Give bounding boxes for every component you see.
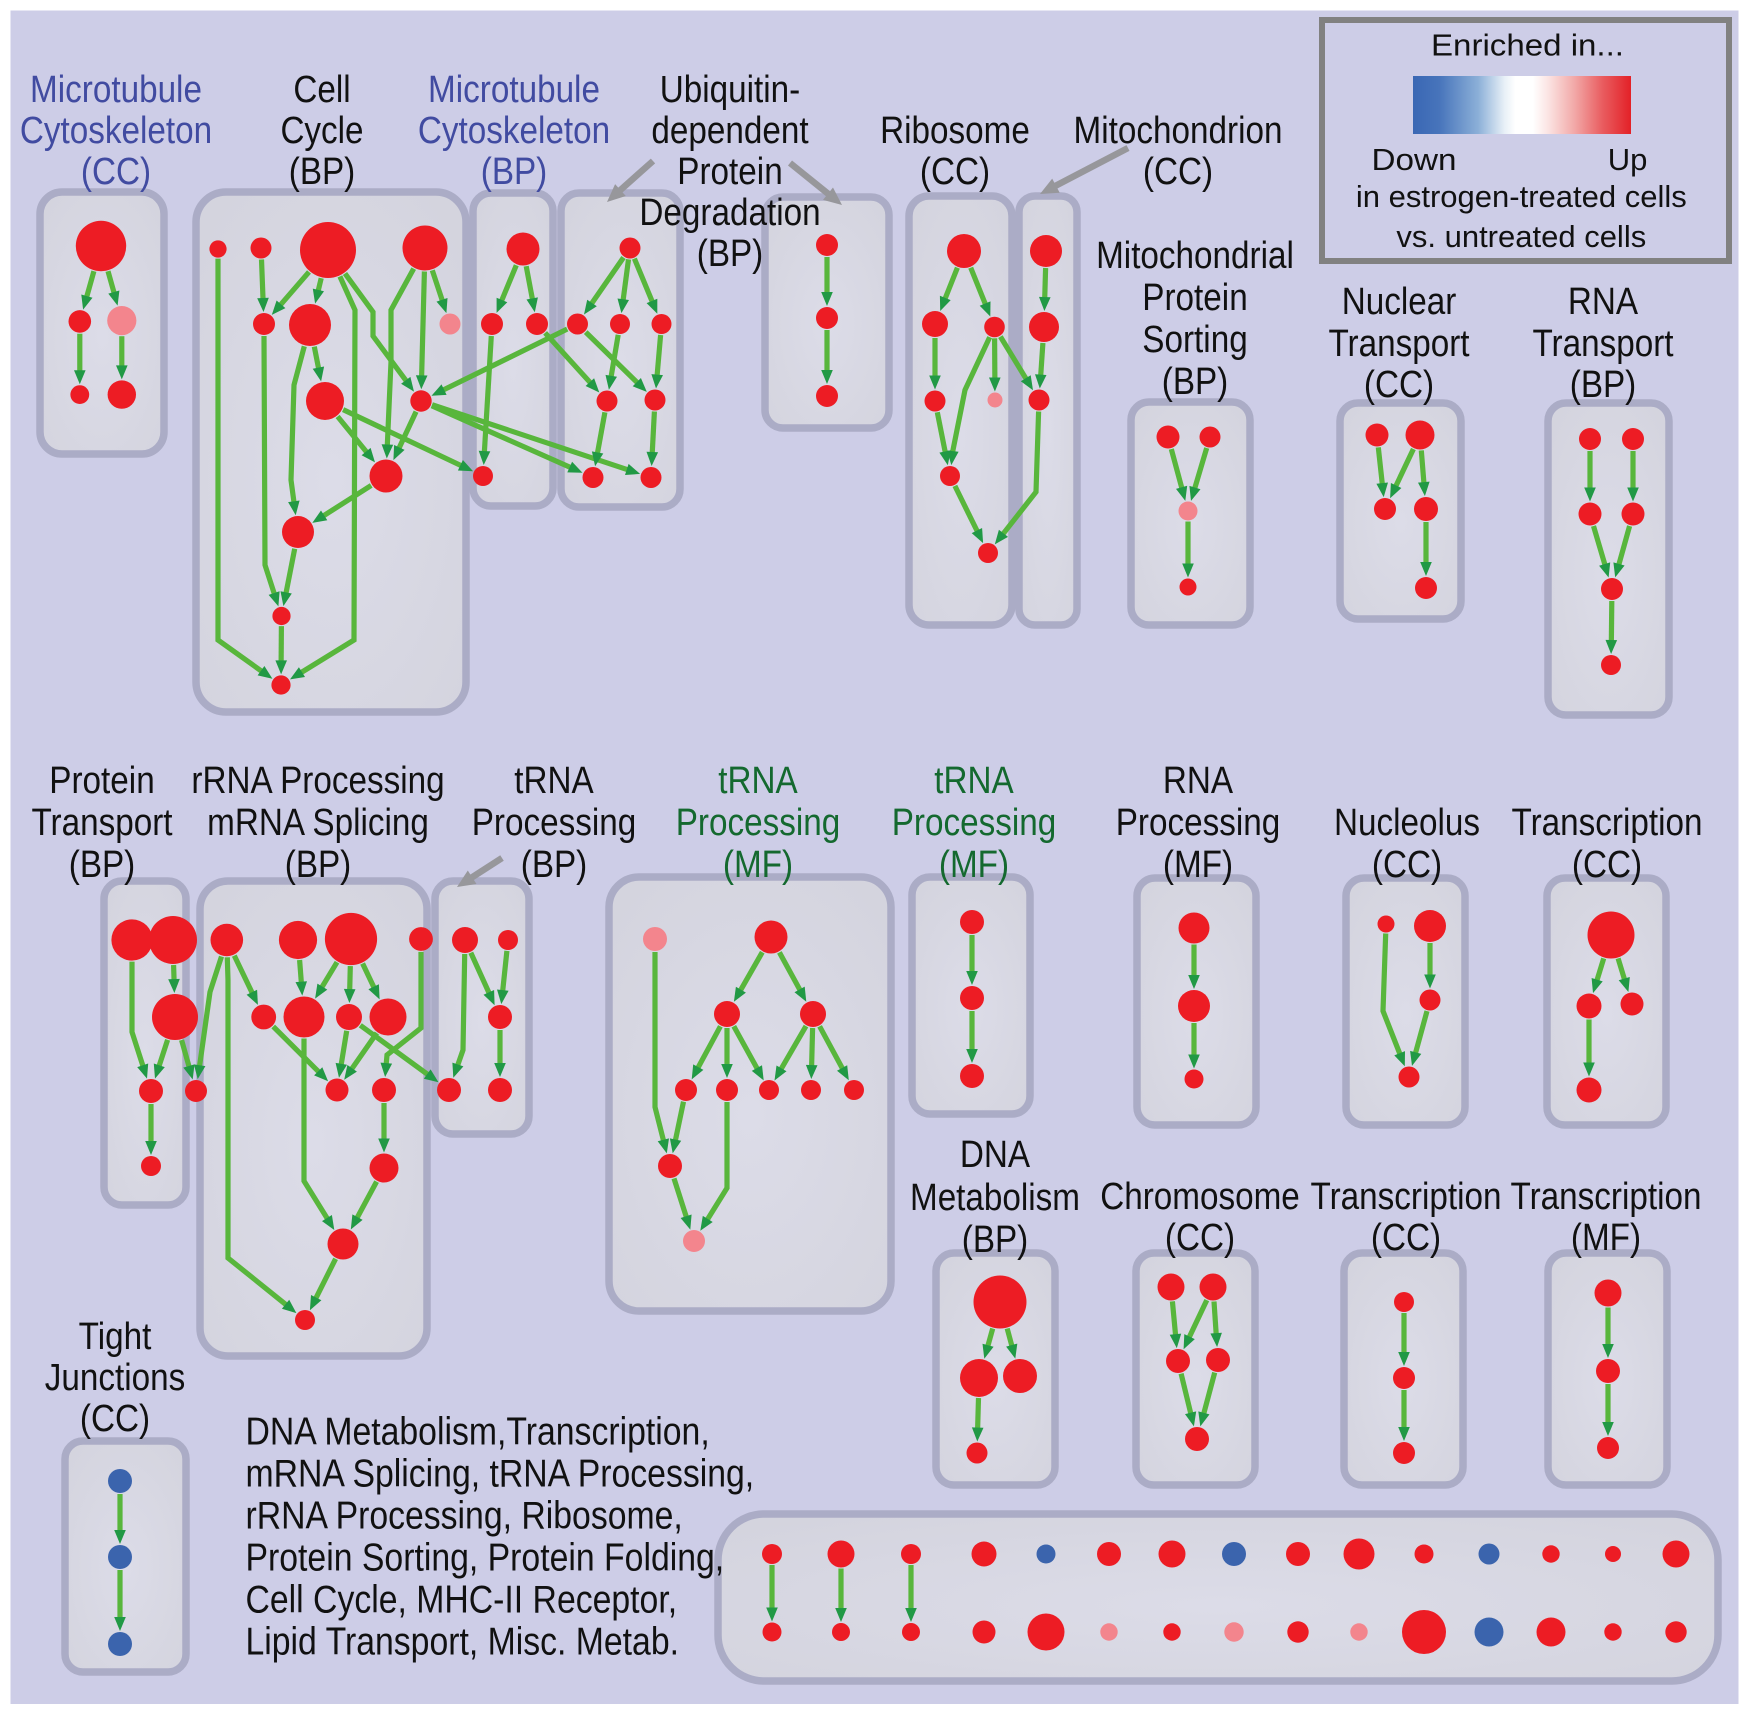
svg-text:(BP): (BP)	[481, 151, 548, 193]
svg-text:(CC): (CC)	[1364, 364, 1434, 406]
svg-text:(CC): (CC)	[920, 151, 990, 193]
svg-text:tRNA: tRNA	[718, 760, 798, 802]
svg-text:in estrogen-treated cells: in estrogen-treated cells	[1356, 179, 1687, 214]
svg-text:Protein: Protein	[49, 760, 154, 802]
svg-text:(MF): (MF)	[1571, 1217, 1641, 1259]
svg-text:Protein: Protein	[677, 151, 782, 193]
svg-text:(CC): (CC)	[1572, 844, 1642, 886]
svg-text:(CC): (CC)	[1143, 151, 1213, 193]
svg-text:Transcription: Transcription	[1512, 802, 1703, 844]
svg-text:(CC): (CC)	[81, 151, 151, 193]
svg-text:Cytoskeleton: Cytoskeleton	[20, 110, 212, 152]
svg-text:tRNA: tRNA	[514, 760, 594, 802]
svg-text:rRNA Processing: rRNA Processing	[191, 760, 444, 802]
svg-text:(CC): (CC)	[1165, 1217, 1235, 1259]
svg-text:Microtubule: Microtubule	[30, 69, 202, 111]
svg-text:dependent: dependent	[651, 110, 809, 152]
svg-text:Down: Down	[1372, 142, 1457, 177]
svg-text:tRNA: tRNA	[934, 760, 1014, 802]
svg-text:(CC): (CC)	[1372, 844, 1442, 886]
svg-text:vs. untreated cells: vs. untreated cells	[1396, 219, 1646, 254]
svg-text:mRNA Splicing: mRNA Splicing	[207, 802, 429, 844]
svg-text:DNA Metabolism,Transcription,: DNA Metabolism,Transcription,	[246, 1411, 710, 1454]
svg-text:Transport: Transport	[31, 802, 172, 844]
svg-text:(CC): (CC)	[1371, 1217, 1441, 1259]
svg-text:Up: Up	[1608, 142, 1648, 177]
svg-text:Processing: Processing	[472, 802, 637, 844]
svg-text:Chromosome: Chromosome	[1100, 1176, 1300, 1218]
svg-text:(MF): (MF)	[723, 844, 793, 886]
svg-text:rRNA Processing, Ribosome,: rRNA Processing, Ribosome,	[246, 1495, 683, 1538]
svg-text:(CC): (CC)	[80, 1398, 150, 1440]
svg-text:Ubiquitin-: Ubiquitin-	[660, 69, 801, 111]
svg-text:(BP): (BP)	[69, 844, 136, 886]
svg-text:Transport: Transport	[1328, 323, 1469, 365]
svg-text:(BP): (BP)	[289, 151, 356, 193]
svg-text:Microtubule: Microtubule	[428, 69, 600, 111]
svg-text:Ribosome: Ribosome	[880, 110, 1030, 152]
svg-text:RNA: RNA	[1568, 281, 1639, 323]
svg-text:Cell: Cell	[293, 69, 350, 111]
svg-text:DNA: DNA	[960, 1134, 1031, 1176]
svg-text:mRNA Splicing, tRNA Processing: mRNA Splicing, tRNA Processing,	[246, 1453, 755, 1496]
svg-text:Cell Cycle, MHC-II Receptor,: Cell Cycle, MHC-II Receptor,	[246, 1579, 678, 1622]
svg-text:Processing: Processing	[676, 802, 841, 844]
svg-text:Processing: Processing	[1116, 802, 1281, 844]
svg-text:(BP): (BP)	[962, 1219, 1029, 1261]
svg-text:(BP): (BP)	[697, 233, 764, 275]
svg-text:Transcription: Transcription	[1511, 1176, 1702, 1218]
svg-text:Protein Sorting, Protein Foldi: Protein Sorting, Protein Folding,	[246, 1537, 725, 1580]
svg-text:Processing: Processing	[892, 802, 1057, 844]
svg-text:(BP): (BP)	[1162, 361, 1229, 403]
svg-text:Lipid Transport, Misc. Metab.: Lipid Transport, Misc. Metab.	[246, 1621, 680, 1664]
svg-text:(BP): (BP)	[1570, 364, 1637, 406]
svg-text:Enriched in...: Enriched in...	[1431, 28, 1624, 63]
svg-text:Nuclear: Nuclear	[1342, 281, 1457, 323]
svg-text:RNA: RNA	[1163, 760, 1234, 802]
svg-text:(MF): (MF)	[939, 844, 1009, 886]
svg-text:Mitochondrion: Mitochondrion	[1074, 110, 1283, 152]
svg-text:Transport: Transport	[1532, 323, 1673, 365]
svg-text:Cytoskeleton: Cytoskeleton	[418, 110, 610, 152]
svg-text:Nucleolus: Nucleolus	[1334, 802, 1480, 844]
svg-text:(BP): (BP)	[285, 844, 352, 886]
svg-text:(MF): (MF)	[1163, 844, 1233, 886]
svg-text:Metabolism: Metabolism	[910, 1177, 1080, 1219]
svg-text:Mitochondrial: Mitochondrial	[1096, 235, 1294, 277]
svg-text:Tight: Tight	[79, 1316, 152, 1358]
svg-text:Transcription: Transcription	[1311, 1176, 1502, 1218]
svg-text:Protein: Protein	[1142, 277, 1247, 319]
svg-text:Sorting: Sorting	[1142, 319, 1247, 361]
svg-text:(BP): (BP)	[521, 844, 588, 886]
svg-text:Degradation: Degradation	[639, 192, 820, 234]
svg-text:Junctions: Junctions	[45, 1357, 186, 1399]
svg-text:Cycle: Cycle	[280, 110, 363, 152]
